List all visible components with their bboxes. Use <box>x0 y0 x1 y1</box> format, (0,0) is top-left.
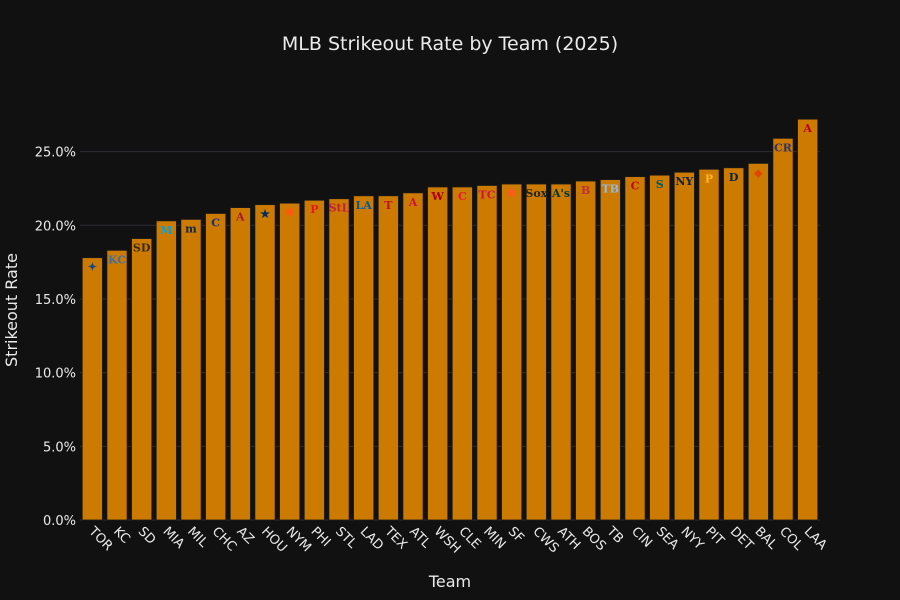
bar-mil <box>180 218 202 521</box>
team-logo-lad: LA <box>356 199 373 212</box>
team-logo-sf: ✱ <box>507 187 516 200</box>
bar-sf <box>501 183 523 521</box>
team-logo-phi: P <box>310 203 318 216</box>
bar-lad <box>353 195 375 521</box>
bar-nym <box>279 202 301 521</box>
team-logo-cws: Sox <box>525 187 547 200</box>
bar-bal <box>747 162 769 521</box>
team-logo-atl: A <box>408 196 418 209</box>
team-logo-tb: TB <box>602 183 619 196</box>
team-logo-mia: M <box>160 224 172 237</box>
team-logo-sd: SD <box>133 242 151 255</box>
bar-cws <box>525 183 547 521</box>
y-tick-label: 10.0% <box>35 367 76 382</box>
y-tick-label: 5.0% <box>43 440 76 455</box>
team-logo-az: A <box>235 211 245 224</box>
team-logo-ath: A's <box>551 187 570 200</box>
bar-col <box>772 137 794 521</box>
x-axis-title: Team <box>428 572 471 591</box>
team-logo-nyy: NY <box>675 175 693 188</box>
team-logo-pit: P <box>705 172 713 185</box>
bar-cin <box>624 176 646 521</box>
team-logo-stl: StL <box>329 202 350 215</box>
bar-ath <box>550 183 572 521</box>
team-logo-det: D <box>729 171 739 184</box>
team-logo-col: CR <box>774 141 793 154</box>
bar-laa <box>797 118 819 521</box>
bar-nyy <box>673 171 695 521</box>
team-logo-bal: ◆ <box>754 166 763 179</box>
bar-phi <box>303 199 325 521</box>
y-axis-title: Strikeout Rate <box>2 253 21 367</box>
bar-min <box>476 185 498 521</box>
team-logo-kc: KC <box>108 253 126 266</box>
bar-mia <box>155 220 177 521</box>
team-logo-cin: C <box>631 180 640 193</box>
team-logo-bos: B <box>581 184 590 197</box>
team-logo-nym: ✱ <box>285 206 294 219</box>
team-logo-tor: ✦ <box>88 261 97 274</box>
bar-az <box>229 207 251 521</box>
bar-det <box>723 167 745 521</box>
bar-chc <box>205 213 227 521</box>
team-logo-wsh: W <box>430 190 444 203</box>
bar-cle <box>451 186 473 521</box>
team-logo-min: TC <box>479 188 496 201</box>
y-tick-label: 15.0% <box>35 293 76 308</box>
team-logo-hou: ★ <box>260 208 270 221</box>
y-tick-label: 25.0% <box>35 146 76 161</box>
bar-wsh <box>427 186 449 521</box>
y-tick-label: 0.0% <box>43 514 76 529</box>
bar-tor <box>81 257 103 521</box>
team-logo-chc: C <box>211 216 220 229</box>
team-logo-tex: T <box>384 199 393 212</box>
team-logo-laa: A <box>802 122 812 135</box>
team-logo-sea: S <box>656 178 664 191</box>
gridlines <box>80 151 820 521</box>
bar-bos <box>575 180 597 521</box>
team-logo-mil: m <box>185 222 197 235</box>
bar-atl <box>402 192 424 521</box>
bar-sd <box>131 238 153 521</box>
team-logo-cle: C <box>458 190 467 203</box>
bar-kc <box>106 249 128 521</box>
chart-title: MLB Strikeout Rate by Team (2025) <box>282 33 618 55</box>
y-axis-ticks: 0.0% 5.0% 10.0% 15.0% 20.0% 25.0% <box>35 146 76 529</box>
bar-stl <box>328 198 350 521</box>
bars <box>81 118 819 521</box>
bar-hou <box>254 204 276 521</box>
bar-tex <box>377 195 399 521</box>
bar-pit <box>698 168 720 521</box>
bar-sea <box>649 174 671 521</box>
bar-tb <box>599 179 621 521</box>
y-tick-label: 20.0% <box>35 219 76 234</box>
